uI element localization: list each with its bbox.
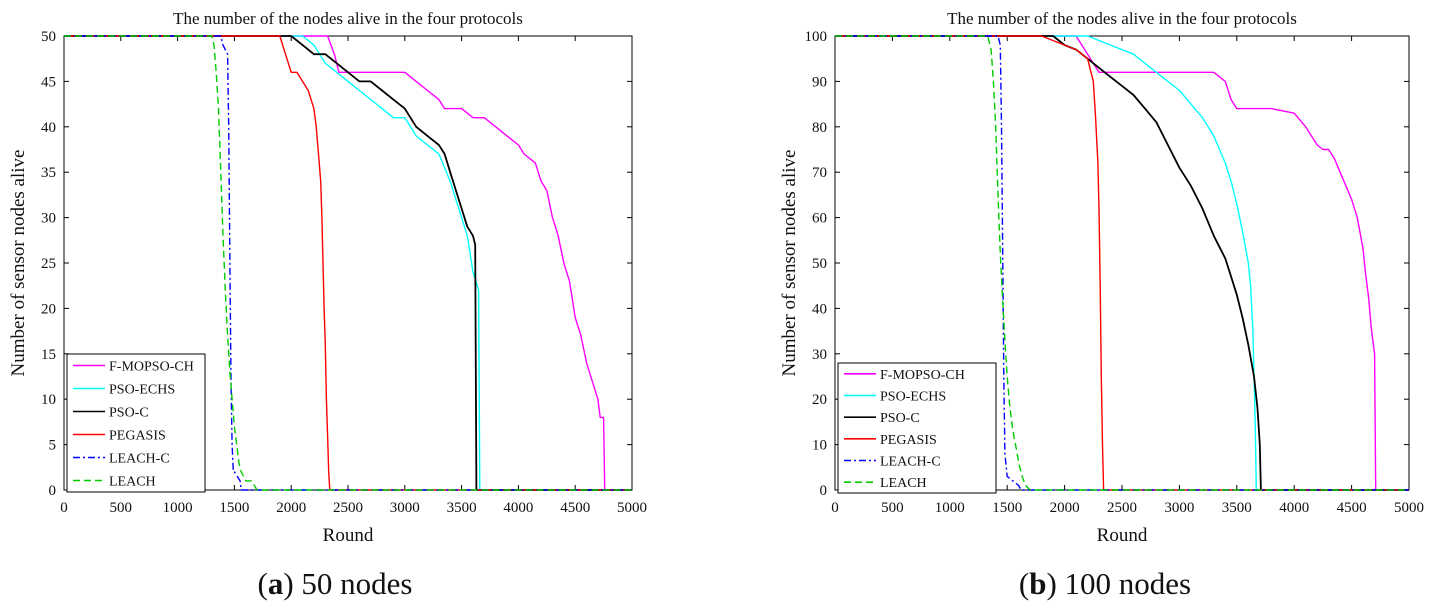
y-tick-label: 70 bbox=[812, 165, 827, 181]
legend-label: LEACH bbox=[880, 476, 927, 491]
y-tick-label: 10 bbox=[41, 392, 56, 408]
y-tick-label: 35 bbox=[41, 165, 56, 181]
x-tick-label: 5000 bbox=[1394, 500, 1424, 516]
legend-label: LEACH bbox=[109, 475, 156, 490]
legend: F-MOPSO-CH PSO-ECHS PSO-C PEGASIS LEACH-C LEA… bbox=[837, 362, 997, 494]
series-line-pso-c bbox=[835, 35, 1409, 491]
x-tick-label: 5000 bbox=[617, 500, 647, 516]
x-tick-label: 4000 bbox=[1279, 500, 1309, 516]
x-tick-label: 1000 bbox=[935, 500, 965, 516]
legend-label: PSO-ECHS bbox=[109, 383, 175, 398]
x-tick-label: 1500 bbox=[219, 500, 249, 516]
chart-panel-b: The number of the nodes alive in the fou… bbox=[779, 9, 1424, 546]
chart-title: The number of the nodes alive in the fou… bbox=[173, 9, 523, 28]
x-tick-label: 3000 bbox=[1164, 500, 1194, 516]
legend-label: PSO-C bbox=[880, 411, 920, 426]
legend-label: LEACH-C bbox=[109, 452, 170, 467]
x-axis-label: Round bbox=[1097, 525, 1148, 546]
series-line-pegasis bbox=[64, 35, 632, 491]
legend: F-MOPSO-CH PSO-ECHS PSO-C PEGASIS LEACH-C LEA… bbox=[66, 353, 206, 493]
y-tick-label: 25 bbox=[41, 256, 56, 272]
caption-a: (a) 50 nodes bbox=[257, 566, 413, 601]
y-tick-label: 60 bbox=[812, 211, 827, 227]
y-tick-label: 40 bbox=[812, 301, 827, 317]
y-tick-label: 50 bbox=[812, 256, 827, 272]
series-line-pso-c bbox=[64, 35, 632, 491]
y-tick-label: 30 bbox=[812, 347, 827, 363]
x-tick-label: 500 bbox=[110, 500, 133, 516]
y-tick-label: 0 bbox=[820, 483, 828, 499]
y-tick-label: 40 bbox=[41, 120, 56, 136]
y-tick-label: 90 bbox=[812, 74, 827, 90]
legend-label: LEACH-C bbox=[880, 455, 941, 470]
series-line-leach-c bbox=[835, 35, 1409, 491]
y-tick-label: 45 bbox=[41, 74, 56, 90]
y-tick-label: 5 bbox=[49, 438, 57, 454]
legend-label: PSO-ECHS bbox=[880, 390, 946, 405]
series-line-leach bbox=[64, 35, 632, 491]
x-tick-label: 500 bbox=[881, 500, 904, 516]
legend-label: F-MOPSO-CH bbox=[880, 368, 965, 383]
x-tick-label: 4000 bbox=[503, 500, 533, 516]
x-tick-label: 3500 bbox=[1222, 500, 1252, 516]
chart-panel-a: The number of the nodes alive in the fou… bbox=[8, 9, 647, 546]
series-line-pegasis bbox=[835, 35, 1409, 491]
x-axis-label: Round bbox=[323, 525, 374, 546]
series-line-pso-echs bbox=[835, 35, 1409, 491]
y-tick-label: 20 bbox=[812, 392, 827, 408]
x-tick-label: 3000 bbox=[390, 500, 420, 516]
chart-title: The number of the nodes alive in the fou… bbox=[947, 9, 1297, 28]
series-line-f-mopso-ch bbox=[64, 35, 632, 491]
x-tick-label: 0 bbox=[831, 500, 839, 516]
series-line-f-mopso-ch bbox=[835, 35, 1409, 491]
series-line-leach-c bbox=[64, 35, 632, 491]
legend-box bbox=[837, 362, 997, 494]
legend-label: PSO-C bbox=[109, 406, 149, 421]
series-line-leach bbox=[835, 35, 1409, 491]
caption-b: (b) 100 nodes bbox=[1018, 566, 1192, 601]
x-tick-label: 4500 bbox=[560, 500, 590, 516]
y-tick-label: 80 bbox=[812, 120, 827, 136]
y-tick-label: 50 bbox=[41, 29, 56, 45]
y-tick-label: 15 bbox=[41, 347, 56, 363]
x-tick-label: 2000 bbox=[1050, 500, 1080, 516]
legend-box bbox=[66, 353, 206, 493]
series-line-pso-echs bbox=[64, 35, 632, 491]
x-tick-label: 2500 bbox=[1107, 500, 1137, 516]
y-tick-label: 20 bbox=[41, 301, 56, 317]
x-tick-label: 0 bbox=[60, 500, 68, 516]
x-tick-label: 4500 bbox=[1337, 500, 1367, 516]
y-tick-label: 0 bbox=[49, 483, 57, 499]
legend-label: F-MOPSO-CH bbox=[109, 360, 194, 375]
y-tick-label: 100 bbox=[805, 29, 828, 45]
x-tick-label: 2500 bbox=[333, 500, 363, 516]
legend-label: PEGASIS bbox=[109, 429, 166, 444]
y-axis-label: Number of sensor nodes alive bbox=[779, 150, 800, 377]
x-tick-label: 1500 bbox=[992, 500, 1022, 516]
y-tick-label: 30 bbox=[41, 211, 56, 227]
x-tick-label: 1000 bbox=[163, 500, 193, 516]
x-tick-label: 2000 bbox=[276, 500, 306, 516]
y-axis-label: Number of sensor nodes alive bbox=[8, 150, 29, 377]
y-tick-label: 10 bbox=[812, 438, 827, 454]
x-tick-label: 3500 bbox=[447, 500, 477, 516]
legend-label: PEGASIS bbox=[880, 433, 937, 448]
